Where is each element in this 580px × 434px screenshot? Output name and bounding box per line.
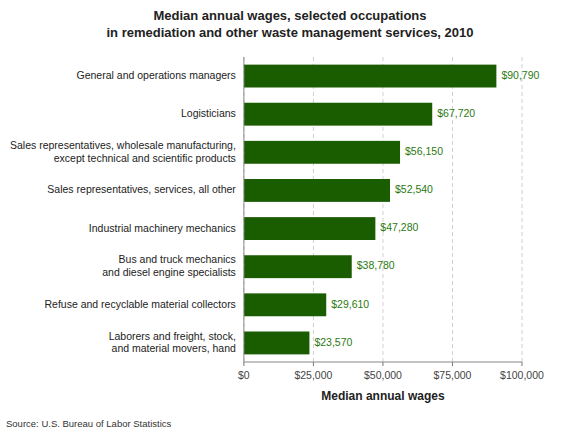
tick-label: $100,000 [500, 369, 544, 381]
chart-title: Median annual wages, selected occupation… [106, 8, 473, 40]
category-label: Sales representatives, services, all oth… [47, 183, 236, 195]
bar [244, 141, 400, 164]
category-label: General and operations managers [77, 69, 236, 81]
tick-mark [452, 362, 453, 366]
chart-container: Median annual wages, selected occupation… [0, 0, 580, 434]
category-label: Laborers and freight, stock,and material… [109, 329, 236, 354]
y-axis-line [243, 57, 244, 362]
bar [244, 255, 352, 278]
chart-svg: Median annual wages, selected occupation… [0, 0, 580, 434]
tick-label: $50,000 [364, 369, 402, 381]
category-label: Bus and truck mechanicsand diesel engine… [102, 253, 236, 278]
data-label: $38,780 [357, 259, 395, 271]
grid-line [522, 57, 523, 362]
bar [244, 332, 310, 355]
x-axis-label: Median annual wages [321, 389, 445, 403]
x-axis-line [244, 362, 522, 363]
data-label: $29,610 [331, 298, 369, 310]
tick-label: $25,000 [294, 369, 332, 381]
grid [244, 57, 522, 362]
data-label: $47,280 [380, 221, 418, 233]
bars [244, 65, 497, 355]
data-label: $23,570 [314, 336, 352, 348]
bar [244, 179, 390, 202]
tick-label: $75,000 [433, 369, 471, 381]
category-label: Logisticians [181, 107, 236, 119]
category-label: Sales representatives, wholesale manufac… [10, 139, 236, 164]
data-label: $52,540 [395, 183, 433, 195]
source-note: Source: U.S. Bureau of Labor Statistics [6, 418, 172, 429]
category-label: Industrial machinery mechanics [89, 221, 236, 233]
tick-mark [382, 362, 383, 366]
bar [244, 103, 432, 126]
data-label: $90,790 [501, 69, 539, 81]
data-label: $56,150 [405, 145, 443, 157]
bar [244, 65, 497, 88]
bar [244, 217, 375, 240]
tick-mark [313, 362, 314, 366]
grid-line [243, 57, 244, 362]
data-label: $67,720 [437, 107, 475, 119]
tick-label: $0 [238, 369, 250, 381]
bar [244, 293, 326, 316]
grid-line [452, 57, 453, 362]
tick-mark [522, 362, 523, 366]
tick-mark [243, 362, 244, 366]
category-label: Refuse and recyclable material collector… [44, 298, 235, 310]
